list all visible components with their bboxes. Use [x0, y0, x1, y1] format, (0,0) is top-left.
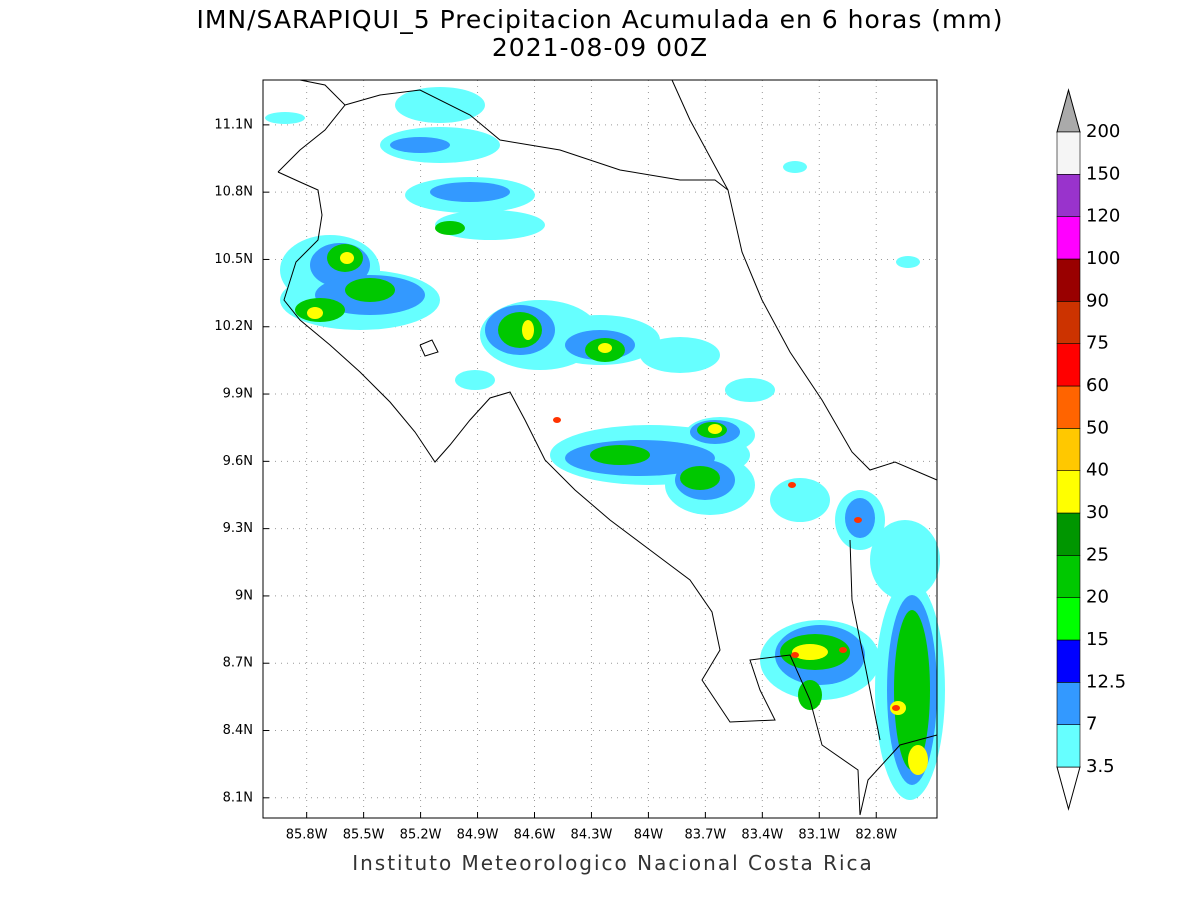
colorbar-label: 7	[1086, 714, 1097, 735]
colorbar-label: 3.5	[1086, 756, 1115, 777]
colorbar-segment	[1056, 512, 1081, 556]
colorbar-segment	[1056, 597, 1081, 641]
x-tick-label: 84W	[634, 828, 664, 843]
colorbar-label: 15	[1086, 629, 1109, 650]
y-tick-label: 10.8N	[214, 185, 253, 200]
colorbar-label: 60	[1086, 375, 1109, 396]
y-tick-label: 9N	[235, 588, 253, 603]
colorbar-segment	[1056, 470, 1081, 514]
colorbar-segment	[1056, 428, 1081, 471]
colorbar-segment	[1056, 682, 1081, 725]
colorbar-segment	[1056, 343, 1081, 387]
colorbar-label: 30	[1086, 502, 1109, 523]
x-tick-label: 84.6W	[514, 828, 556, 843]
y-tick-label: 8.4N	[223, 723, 253, 738]
axes: 85.8W 85.5W 85.2W 84.9W 84.6W 84.3W 84W 83.7W 83…	[214, 117, 897, 842]
colorbar: 3.5 7 12.5 15 20 25 30 40 50 60 75 90 100 120 150 200	[1056, 88, 1126, 811]
colorbar-label: 25	[1086, 544, 1109, 565]
x-tick-label: 83.4W	[741, 828, 783, 843]
x-tick-label: 82.8W	[855, 828, 897, 843]
y-tick-label: 10.2N	[214, 319, 253, 334]
colorbar-label: 20	[1086, 587, 1109, 608]
colorbar-label: 75	[1086, 333, 1109, 354]
colorbar-segment	[1056, 216, 1081, 260]
colorbar-label: 150	[1086, 163, 1120, 184]
x-tick-label: 85.8W	[286, 828, 328, 843]
colorbar-segment	[1056, 385, 1081, 429]
y-tick-label: 8.1N	[223, 790, 253, 805]
colorbar-segment	[1056, 555, 1081, 598]
precip-areas	[265, 87, 945, 800]
y-tick-label: 9.9N	[223, 387, 253, 402]
y-tick-label: 9.6N	[223, 454, 253, 469]
footer: Instituto Meteorologico Nacional Costa R…	[352, 851, 874, 875]
colorbar-label: 120	[1086, 206, 1120, 227]
y-tick-label: 9.3N	[223, 521, 253, 536]
colorbar-segment	[1056, 258, 1081, 302]
title: IMN/SARAPIQUI_5 Precipitacion Acumulada …	[196, 5, 1003, 34]
precip-green	[295, 221, 930, 770]
map-frame	[262, 79, 938, 819]
colorbar-segment	[1056, 131, 1081, 175]
colorbar-label: 90	[1086, 290, 1109, 311]
y-tick-label: 10.5N	[214, 252, 253, 267]
colorbar-label: 100	[1086, 248, 1120, 269]
colorbar-label: 40	[1086, 460, 1109, 481]
colorbar-segment	[1056, 724, 1081, 768]
colorbar-segment	[1056, 639, 1081, 683]
x-tick-label: 83.7W	[684, 828, 726, 843]
coastlines	[277, 79, 938, 816]
x-tick-label: 84.9W	[457, 828, 499, 843]
y-tick-label: 11.1N	[214, 117, 253, 132]
colorbar-label: 50	[1086, 417, 1109, 438]
colorbar-label: 200	[1086, 121, 1120, 142]
x-tick-label: 85.2W	[400, 828, 442, 843]
x-tick-label: 84.3W	[571, 828, 613, 843]
y-tick-label: 8.7N	[223, 656, 253, 671]
subtitle: 2021-08-09 00Z	[492, 33, 708, 62]
precip-red	[553, 417, 900, 711]
x-tick-label: 83.1W	[798, 828, 840, 843]
colorbar-segment	[1056, 301, 1081, 344]
x-tick-label: 85.5W	[343, 828, 385, 843]
colorbar-label: 12.5	[1086, 671, 1126, 692]
colorbar-segment	[1056, 174, 1081, 217]
